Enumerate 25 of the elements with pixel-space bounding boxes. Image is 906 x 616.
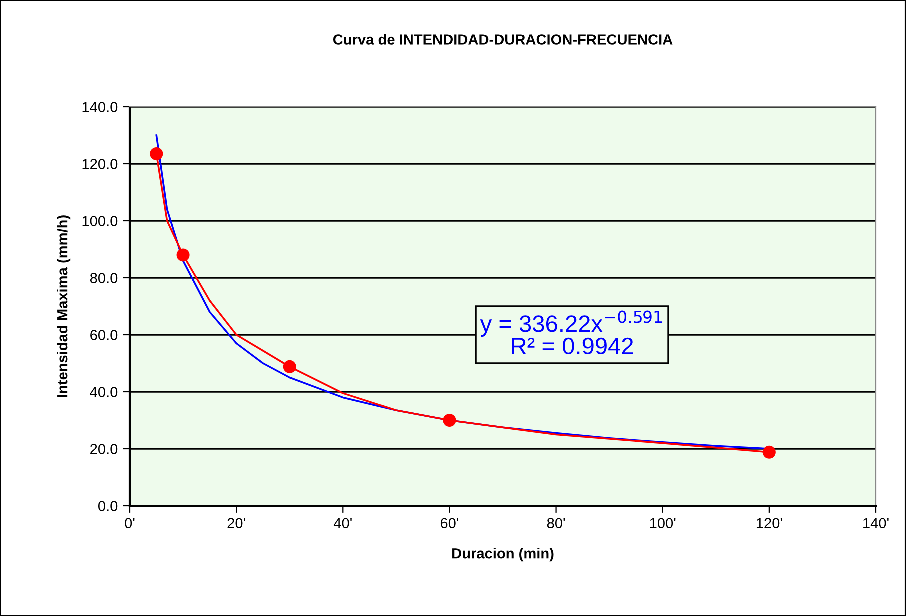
y-tick-label: 140.0 (82, 102, 118, 112)
x-tick-label: 120' (756, 518, 782, 529)
annotation: y = 336.22x$^{−0.591}$ R² = 0.9942 (480, 310, 662, 355)
x-tick-label: 60' (440, 518, 458, 529)
point (150, 148, 164, 161)
chart-title: Curva de INTENDIDAD-DURACION-FRECUENCIA (333, 34, 673, 45)
y-axis-title: Intensidad Maxima (mm/h) (57, 216, 71, 398)
x-tick-label: 0' (125, 518, 135, 529)
x-tick-label: 100' (650, 518, 676, 529)
point (176, 248, 190, 262)
x-tick-label: 20' (228, 518, 246, 529)
y-tick-label: 60.0 (90, 330, 118, 340)
y-tick-label: 100.0 (82, 216, 118, 226)
x-tick-label: 40' (334, 518, 352, 529)
y-tick-label: 20.0 (90, 444, 118, 454)
point (443, 414, 456, 428)
y-tick-label: 0.0 (98, 501, 118, 512)
y-tick-label: 40.0 (90, 387, 118, 398)
x-tick-label: 80' (547, 518, 566, 529)
point (762, 446, 776, 459)
x-axis-title: Duracion (min) (452, 548, 554, 562)
y-tick-label: 80.0 (90, 273, 118, 284)
point (283, 360, 296, 374)
y-tick-label: 120.0 (82, 159, 118, 170)
x-tick-label: 140' (864, 518, 889, 529)
